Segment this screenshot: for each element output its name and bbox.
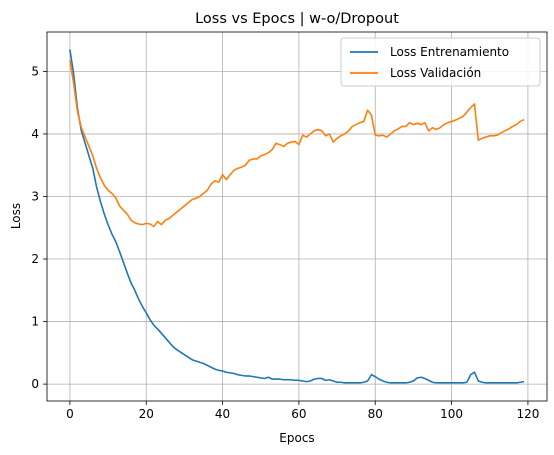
grid-lines	[47, 32, 547, 401]
legend-label-validation: Loss Validación	[390, 66, 481, 80]
y-tick-label: 4	[31, 127, 39, 141]
x-tick-label: 0	[66, 407, 74, 421]
x-tick-label: 100	[440, 407, 463, 421]
legend-label-training: Loss Entrenamiento	[390, 45, 509, 59]
series-line-training	[69, 49, 525, 384]
y-tick-label: 0	[31, 377, 39, 391]
x-tick-label: 60	[291, 407, 306, 421]
y-tick-label: 3	[31, 189, 39, 203]
y-tick-label: 5	[31, 64, 39, 78]
series-line-validation	[69, 60, 525, 228]
y-axis: 0 1 2 3 4 5	[31, 64, 47, 391]
x-tick-label: 120	[516, 407, 539, 421]
y-tick-label: 2	[31, 252, 39, 266]
x-tick-label: 20	[139, 407, 154, 421]
legend: Loss Entrenamiento Loss Validación	[340, 37, 541, 87]
series-layer	[69, 49, 525, 384]
x-axis-label: Epocs	[279, 431, 314, 445]
legend-box	[340, 37, 541, 87]
x-axis: 0 20 40 60 80 100 120	[66, 401, 539, 421]
plot-frame	[46, 31, 548, 402]
chart-title: Loss vs Epocs | w-o/Dropout	[195, 11, 399, 27]
y-axis-label: Loss	[9, 203, 23, 229]
x-tick-label: 40	[215, 407, 230, 421]
x-tick-label: 80	[368, 407, 383, 421]
y-tick-label: 1	[31, 315, 39, 329]
